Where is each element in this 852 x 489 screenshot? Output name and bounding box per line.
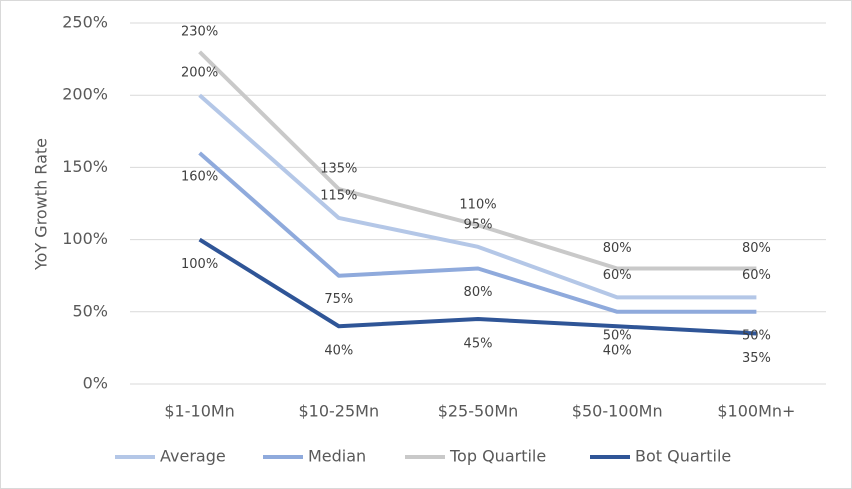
y-tick-label: 150% xyxy=(62,157,108,176)
data-label: 50% xyxy=(742,328,771,343)
data-label: 60% xyxy=(742,268,771,283)
series-line xyxy=(198,93,757,300)
series-line xyxy=(198,151,757,314)
data-label: 40% xyxy=(603,344,632,359)
data-label: 80% xyxy=(464,285,493,300)
data-label: 200% xyxy=(181,66,218,81)
data-label: 135% xyxy=(320,162,357,177)
legend-label: Average xyxy=(160,447,226,466)
legend-label: Bot Quartile xyxy=(635,447,731,466)
y-tick-label: 50% xyxy=(72,301,108,320)
data-label: 75% xyxy=(324,292,353,307)
y-axis-title: YoY Growth Rate xyxy=(32,138,51,271)
x-tick-label: $10-25Mn xyxy=(298,402,379,421)
y-tick-label: 250% xyxy=(62,13,108,32)
data-label: 35% xyxy=(742,351,771,366)
x-tick-label: $100Mn+ xyxy=(717,402,795,421)
data-label: 40% xyxy=(324,344,353,359)
data-label: 60% xyxy=(603,268,632,283)
data-label: 110% xyxy=(459,198,496,213)
data-label: 115% xyxy=(320,188,357,203)
x-tick-label: $50-100Mn xyxy=(572,402,663,421)
data-label: 50% xyxy=(603,328,632,343)
series-line xyxy=(198,50,757,271)
series-line xyxy=(198,237,757,336)
x-tick-label: $25-50Mn xyxy=(438,402,519,421)
data-label: 95% xyxy=(464,217,493,232)
data-label: 80% xyxy=(603,241,632,256)
data-label: 100% xyxy=(181,257,218,272)
data-label: 230% xyxy=(181,24,218,39)
y-tick-label: 0% xyxy=(83,374,108,393)
legend-label: Top Quartile xyxy=(449,447,546,466)
y-tick-label: 100% xyxy=(62,229,108,248)
x-tick-label: $1-10Mn xyxy=(164,402,234,421)
data-label: 160% xyxy=(181,169,218,184)
data-label: 80% xyxy=(742,241,771,256)
data-label: 45% xyxy=(464,337,493,352)
legend-label: Median xyxy=(308,447,366,466)
y-tick-label: 200% xyxy=(62,85,108,104)
